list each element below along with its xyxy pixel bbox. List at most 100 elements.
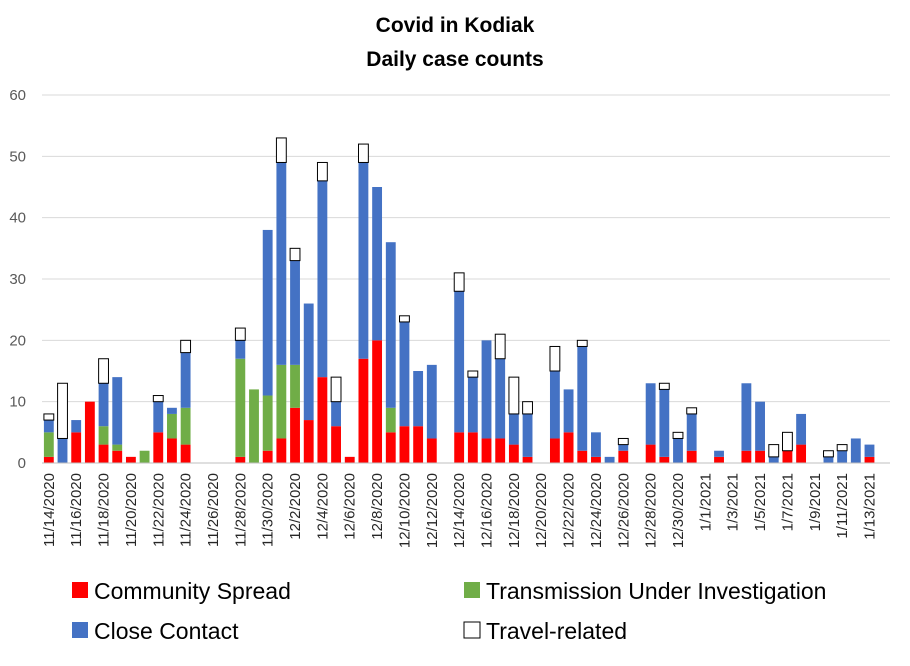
x-tick-label: 12/10/2020 <box>396 473 413 548</box>
bar-investigation <box>385 407 396 433</box>
bar-contact <box>112 377 123 445</box>
bar-investigation <box>276 364 287 439</box>
bar-investigation <box>235 358 246 457</box>
x-tick-label: 12/18/2020 <box>506 473 523 548</box>
bar-contact <box>290 260 300 365</box>
bar-community <box>331 426 341 463</box>
bar-contact <box>71 420 82 433</box>
bar-contact <box>43 420 54 433</box>
bar-travel <box>617 437 629 446</box>
bar-travel <box>508 376 520 415</box>
bar-community <box>714 456 724 463</box>
bar-contact <box>864 444 875 457</box>
bar-community <box>413 426 424 463</box>
legend-swatch-contact <box>72 622 88 638</box>
bar-contact <box>645 383 656 445</box>
y-tick-label: 40 <box>9 210 26 227</box>
bar-community <box>153 432 164 463</box>
x-tick-label: 12/14/2020 <box>451 473 468 548</box>
bar-community <box>112 450 123 463</box>
bar-community <box>426 438 437 463</box>
bar-contact <box>741 383 752 451</box>
bar-community <box>495 438 506 463</box>
bar-contact <box>796 413 807 445</box>
bar-contact <box>153 401 164 433</box>
bar-travel <box>823 450 834 458</box>
bar-community <box>467 432 478 463</box>
bar-community <box>755 450 765 463</box>
x-tick-label: 12/22/2020 <box>561 473 578 548</box>
bar-contact <box>454 291 465 433</box>
bar-community <box>481 438 492 463</box>
bar-contact <box>317 180 328 378</box>
x-tick-label: 11/14/2020 <box>41 473 58 547</box>
bar-travel <box>57 382 68 439</box>
bar-travel <box>576 339 588 347</box>
bar-contact <box>591 432 601 457</box>
bar-travel <box>234 327 246 341</box>
x-tick-label: 1/3/2021 <box>725 473 742 531</box>
y-tick-label: 30 <box>9 271 26 288</box>
bar-contact <box>467 377 478 433</box>
chart-title: Covid in Kodiak <box>376 14 535 37</box>
bar-community <box>167 438 177 463</box>
bar-community <box>549 438 560 463</box>
bar-contact <box>413 371 424 427</box>
bar-travel <box>399 315 410 323</box>
bar-community <box>618 450 629 463</box>
legend-label-contact: Close Contact <box>94 618 239 644</box>
bar-community <box>317 377 328 463</box>
bar-community <box>385 432 396 463</box>
bar-contact <box>331 401 341 427</box>
bars <box>43 137 875 463</box>
x-tick-label: 11/22/2020 <box>150 473 167 547</box>
bar-contact <box>508 413 519 445</box>
bar-investigation <box>43 432 54 457</box>
x-tick-label: 11/16/2020 <box>68 473 85 547</box>
bar-contact <box>549 371 560 439</box>
x-tick-label: 12/20/2020 <box>533 473 550 548</box>
x-tick-label: 1/5/2021 <box>752 473 769 531</box>
x-tick-label: 12/26/2020 <box>615 473 632 548</box>
bar-travel <box>467 370 479 378</box>
bar-investigation <box>180 407 191 445</box>
legend-item-community: Community Spread <box>72 578 291 604</box>
bar-contact <box>495 358 506 439</box>
legend-item-travel: Travel-related <box>463 618 627 644</box>
bar-community <box>290 407 300 463</box>
bar-contact <box>399 321 410 427</box>
x-tick-label: 11/24/2020 <box>178 473 195 547</box>
x-tick-label: 12/30/2020 <box>670 473 687 548</box>
x-axis: 11/14/2020 11/16/2020 11/18/2020 11/20/2020… <box>41 473 879 548</box>
bar-contact <box>659 389 670 457</box>
y-tick-label: 10 <box>9 394 26 411</box>
legend-item-investigation: Transmission Under Investigation <box>464 578 826 604</box>
x-tick-label: 12/8/2020 <box>369 473 386 540</box>
x-tick-label: 12/6/2020 <box>342 473 359 540</box>
bar-community <box>864 456 875 463</box>
x-tick-label: 1/1/2021 <box>697 473 714 531</box>
bar-contact <box>385 242 396 408</box>
bar-community <box>577 450 588 463</box>
bar-contact <box>276 162 287 365</box>
bar-community <box>591 456 601 463</box>
bar-community <box>71 432 82 463</box>
legend-swatch-investigation <box>464 582 480 598</box>
bar-contact <box>686 413 697 451</box>
bar-contact <box>850 438 861 463</box>
x-tick-label: 1/7/2021 <box>779 473 796 531</box>
bar-travel <box>43 413 55 421</box>
x-tick-label: 12/16/2020 <box>479 473 496 548</box>
bar-travel <box>549 345 561 372</box>
bar-travel <box>781 431 793 452</box>
bar-travel <box>275 137 287 163</box>
y-tick-label: 50 <box>9 148 26 165</box>
x-tick-label: 11/28/2020 <box>232 473 249 547</box>
x-tick-label: 11/26/2020 <box>205 473 222 547</box>
bar-community <box>508 444 519 463</box>
x-tick-label: 12/4/2020 <box>314 473 331 540</box>
legend-item-contact: Close Contact <box>72 618 239 644</box>
bar-travel <box>330 376 342 403</box>
gridlines <box>42 94 890 403</box>
bar-contact <box>768 456 779 463</box>
